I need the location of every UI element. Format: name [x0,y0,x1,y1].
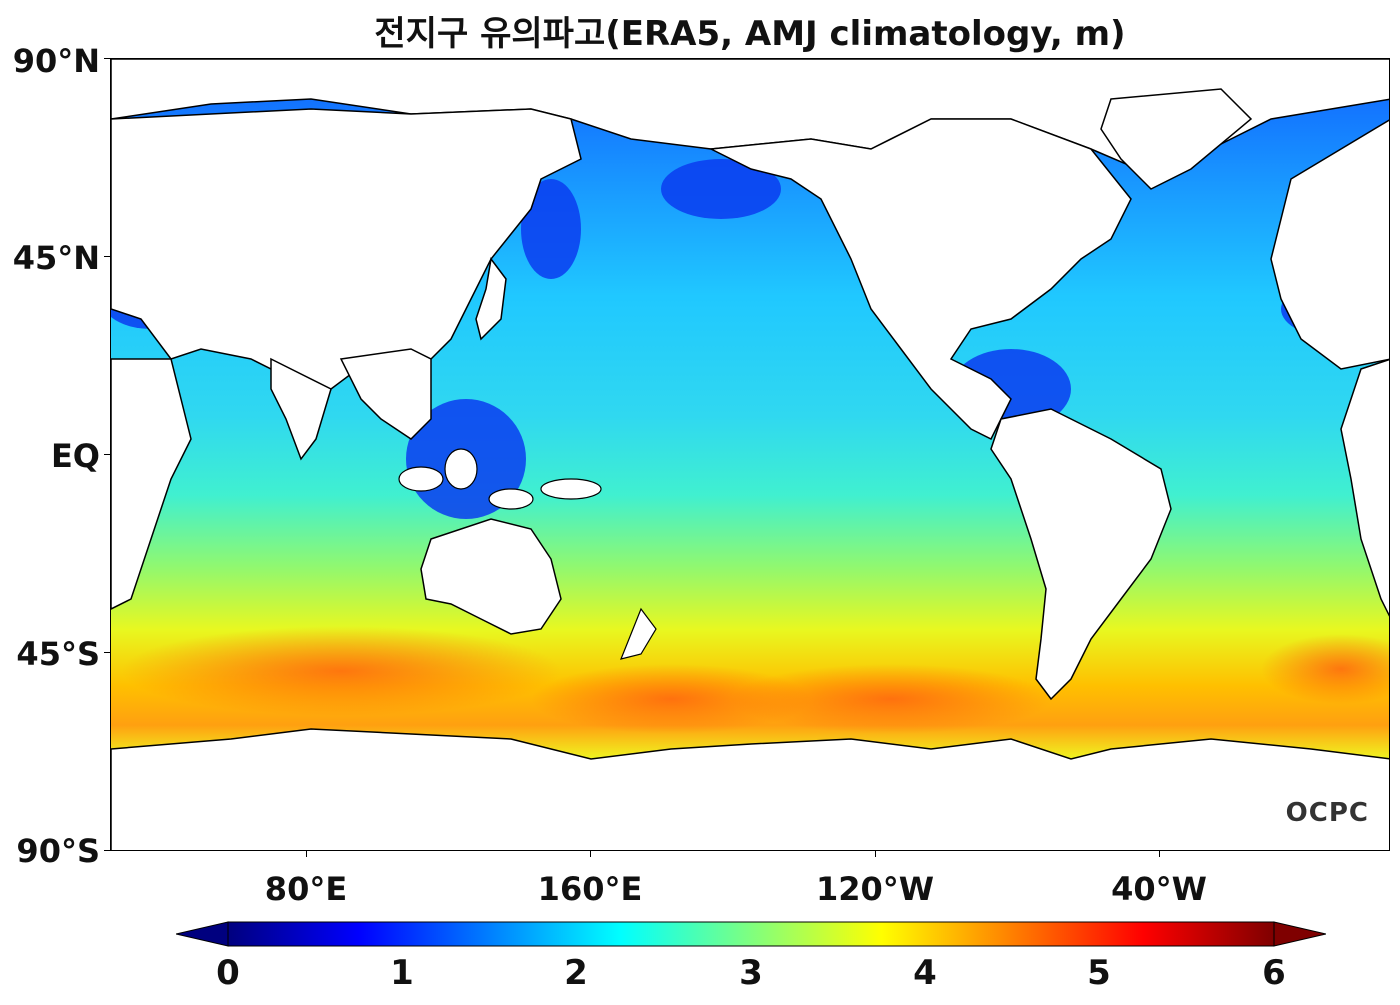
australia [420,518,562,635]
high-wave-zone [531,664,811,734]
colorbar-label: 4 [913,953,937,993]
colorbar-label: 1 [390,953,414,993]
north-america [708,118,1132,441]
colorbar-label: 2 [564,953,588,993]
y-tick [104,652,110,653]
y-tick-label: 90°S [16,832,100,870]
colorbar-extend-max [1273,921,1326,947]
map-title: 전지구 유의파고(ERA5, AMJ climatology, m) [374,14,1126,54]
x-tick-label: 40°W [1111,870,1207,908]
southeast-asia [339,348,432,440]
ocpc-watermark: OCPC [1285,798,1369,828]
colorbar-body [227,921,1275,947]
y-tick [104,256,110,257]
colorbar [176,921,1326,947]
y-tick-label: 90°N [12,42,100,80]
africa-east-coast [111,358,192,610]
india [270,357,332,461]
y-tick [104,58,110,59]
africa [1340,358,1389,617]
indonesia-islands [398,448,602,510]
x-tick [1159,851,1160,857]
y-tick-label: 45°N [12,239,100,277]
y-tick-label: 45°S [16,635,100,673]
colorbar-extend-min [176,921,229,947]
y-tick [104,454,110,455]
high-wave-zone [121,626,561,716]
x-tick-label: 120°W [815,870,935,908]
japan [475,257,507,341]
europe [1270,119,1389,370]
high-wave-zone [1261,634,1389,704]
antarctica [111,728,1389,850]
high-wave-zone [731,664,1051,734]
y-tick-label: EQ [50,437,100,475]
x-tick-label: 80°E [264,870,348,908]
colorbar-label: 6 [1262,953,1286,993]
wave-height-map: OCPC [110,58,1390,851]
x-tick [875,851,876,857]
colorbar-label: 5 [1087,953,1111,993]
new-zealand [620,607,657,660]
greenland [1100,88,1253,190]
x-tick [306,851,307,857]
colorbar-label: 3 [739,953,763,993]
x-tick [590,851,591,857]
south-america [990,408,1172,701]
map-svg [111,59,1389,850]
colorbar-label: 0 [216,953,240,993]
x-tick-label: 160°E [537,870,643,908]
y-tick [104,850,110,851]
